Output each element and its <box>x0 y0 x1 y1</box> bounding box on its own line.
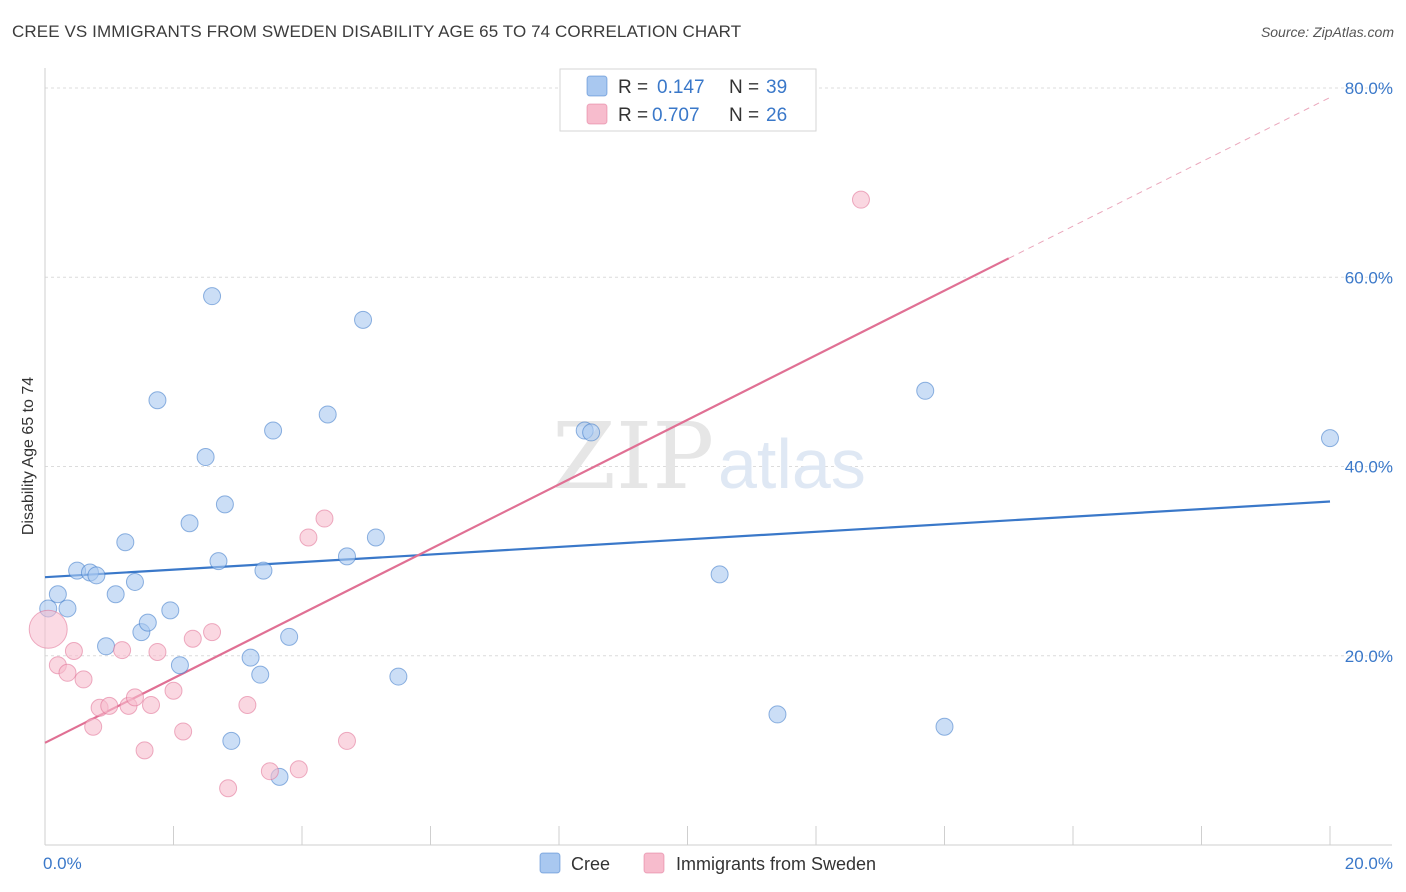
legend-n-label-sweden: N = <box>729 105 759 126</box>
bottom-legend-swatch-cree <box>539 852 561 874</box>
sweden-point <box>142 695 161 714</box>
grid-lines <box>45 87 1392 657</box>
cree-point <box>161 601 180 620</box>
sweden-point <box>337 731 356 750</box>
cree-point <box>1321 429 1339 448</box>
sweden-point <box>238 695 257 714</box>
sweden-point <box>74 670 93 689</box>
x-tick-labels: 0.0% 20.0% <box>43 854 1393 873</box>
cree-point <box>366 528 385 547</box>
watermark: ZIP atlas <box>552 403 866 510</box>
cree-point <box>582 423 601 442</box>
cree-point <box>148 391 167 410</box>
cree-point <box>318 405 337 424</box>
cree-point <box>58 599 77 618</box>
sweden-point <box>125 688 144 707</box>
cree-point <box>116 533 135 552</box>
cree-point <box>254 561 273 580</box>
y-tick-labels: 20.0% 40.0% 60.0% 80.0% <box>1345 79 1393 666</box>
sweden-point <box>148 642 167 661</box>
cree-point <box>280 627 299 646</box>
cree-point <box>106 585 125 604</box>
cree-point <box>48 585 67 604</box>
cree-point <box>215 495 234 514</box>
cree-point <box>196 448 215 467</box>
sweden-point <box>203 623 222 642</box>
cree-point <box>87 566 106 585</box>
sweden-trend-line <box>44 257 1010 744</box>
cree-point <box>710 565 729 584</box>
sweden-point <box>113 641 132 660</box>
sweden-point <box>315 509 334 528</box>
cree-point <box>768 705 787 724</box>
sweden-point <box>174 722 193 741</box>
sweden-point <box>64 642 83 661</box>
cree-point <box>97 637 116 656</box>
cree-point <box>251 665 270 684</box>
cree-point <box>916 381 935 400</box>
sweden-point <box>164 681 183 700</box>
sweden-point <box>851 190 870 209</box>
legend-r-value-sweden: 0.707 <box>652 105 700 126</box>
cree-point <box>935 717 954 736</box>
y-tick-label: 40.0% <box>1345 458 1393 477</box>
sweden-point <box>84 717 103 736</box>
bottom-legend-swatch-sweden <box>643 852 665 874</box>
legend-r-value-cree: 0.147 <box>657 77 705 98</box>
bottom-legend: Cree Immigrants from Sweden <box>539 852 876 874</box>
axes <box>44 68 1392 846</box>
cree-point <box>125 572 144 591</box>
chart-title: CREE VS IMMIGRANTS FROM SWEDEN DISABILIT… <box>12 22 742 41</box>
sweden-point <box>58 663 77 682</box>
x-tick-label-min: 0.0% <box>43 854 82 873</box>
y-tick-label: 60.0% <box>1345 268 1393 287</box>
watermark-atlas: atlas <box>718 425 866 503</box>
cree-point <box>170 656 189 675</box>
cree-point <box>180 514 199 533</box>
bottom-legend-label-sweden: Immigrants from Sweden <box>676 854 876 874</box>
x-tick-label-max: 20.0% <box>1345 854 1393 873</box>
y-tick-label: 20.0% <box>1345 647 1393 666</box>
sweden-point <box>183 629 202 648</box>
cree-point <box>222 731 241 750</box>
legend-swatch-sweden <box>586 103 608 125</box>
y-tick-label: 80.0% <box>1345 79 1393 98</box>
cree-point <box>241 648 260 667</box>
cree-point <box>203 287 222 306</box>
cree-point <box>354 310 373 329</box>
legend-n-value-cree: 39 <box>766 77 787 98</box>
sweden-point <box>135 741 154 760</box>
sweden-point <box>100 696 119 715</box>
sweden-point <box>28 609 68 649</box>
legend-swatch-cree <box>586 75 608 97</box>
legend-r-label-cree: R = <box>618 77 648 98</box>
cree-point <box>264 421 283 440</box>
cree-point <box>209 552 228 571</box>
cree-trend-line <box>44 500 1331 579</box>
legend-r-label-sweden: R = <box>618 105 648 126</box>
legend-box: R = 0.147 N = 39 R = 0.707 N = 26 <box>559 68 817 132</box>
bottom-legend-label-cree: Cree <box>571 854 610 874</box>
y-axis-label: Disability Age 65 to 74 <box>20 377 37 535</box>
legend-n-value-sweden: 26 <box>766 105 787 126</box>
sweden-point <box>219 779 238 798</box>
source-label: Source: ZipAtlas.com <box>1260 24 1394 40</box>
cree-point <box>389 667 408 686</box>
cree-point <box>337 547 356 566</box>
cree-point <box>138 613 157 632</box>
trend-lines <box>44 97 1331 744</box>
legend-n-label-cree: N = <box>729 77 759 98</box>
data-points <box>28 190 1339 798</box>
sweden-point <box>299 528 318 547</box>
sweden-point <box>289 760 308 779</box>
sweden-point <box>260 762 279 781</box>
sweden-trend-extension <box>1008 97 1331 259</box>
